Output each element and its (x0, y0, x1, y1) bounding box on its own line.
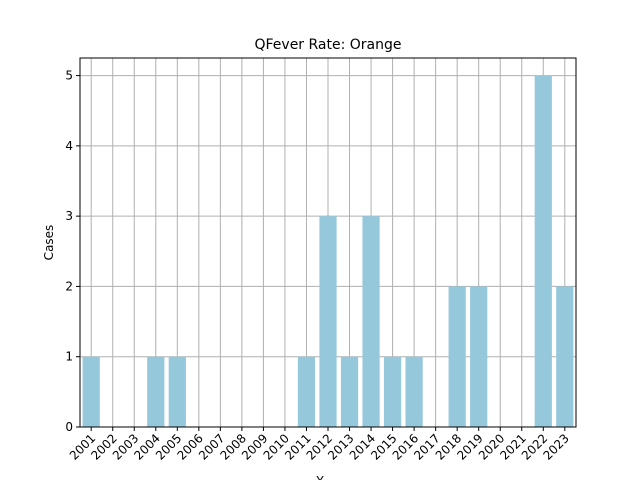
axis-layer: 0123452001200220032004200520062007200820… (65, 69, 572, 463)
y-tick-label: 0 (65, 420, 73, 434)
y-tick-label: 3 (65, 209, 73, 223)
bar (405, 356, 423, 427)
bar (82, 356, 100, 427)
y-tick-label: 1 (65, 350, 73, 364)
bar (147, 356, 165, 427)
bar (448, 286, 466, 427)
bar (362, 216, 380, 427)
y-tick-label: 2 (65, 279, 73, 293)
x-axis-label: Y (315, 474, 324, 480)
bar (168, 356, 186, 427)
bar-layer (82, 75, 574, 428)
y-axis-label: Cases (42, 225, 56, 261)
chart-title: QFever Rate: Orange (254, 37, 401, 53)
bar (470, 286, 488, 427)
y-tick-label: 5 (65, 69, 73, 83)
bar (534, 75, 552, 428)
y-tick-label: 4 (65, 139, 73, 153)
bar (319, 216, 337, 427)
bar (556, 286, 574, 427)
bar (340, 356, 359, 427)
bar (383, 356, 402, 427)
bar (297, 356, 316, 427)
